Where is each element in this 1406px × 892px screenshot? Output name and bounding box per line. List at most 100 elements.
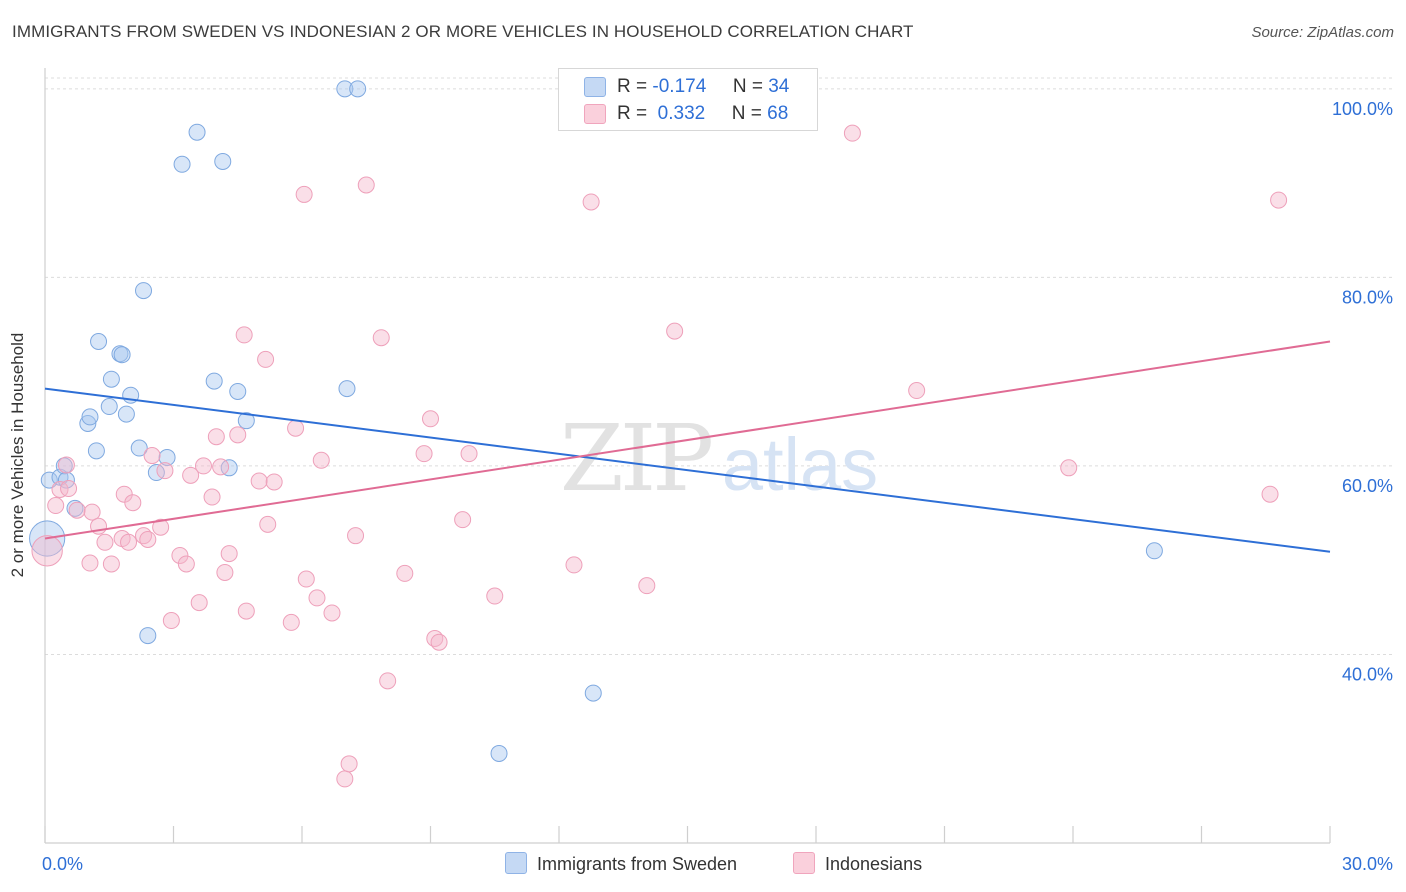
indonesian-point (162, 612, 180, 630)
indonesian-point (372, 329, 390, 347)
indonesian-point (287, 419, 305, 437)
sweden-point (117, 405, 135, 423)
indonesian-point (347, 527, 365, 545)
sweden-point (188, 123, 206, 141)
sweden-point (220, 459, 238, 477)
indonesian-point (250, 472, 268, 490)
indonesian-point (297, 570, 315, 588)
indonesian-point (396, 564, 414, 582)
indonesian-point (666, 322, 684, 340)
indonesian-point (336, 770, 354, 788)
sweden-point (102, 370, 120, 388)
indonesian-point (156, 462, 174, 480)
sweden-point (87, 442, 105, 460)
indonesian-point (83, 503, 101, 521)
grid-lines (45, 77, 1392, 655)
indonesian-point (60, 480, 78, 498)
indonesian-point (124, 494, 142, 512)
sweden-point (349, 80, 367, 98)
indonesian-point (190, 594, 208, 612)
bottom-legend-indonesians: Indonesians (793, 852, 922, 876)
indonesian-point (357, 176, 375, 194)
sweden-point (40, 471, 58, 489)
indonesian-point (638, 577, 656, 595)
indonesian-point (220, 545, 238, 563)
indonesian-point (96, 533, 114, 551)
indonesian-point (454, 511, 472, 529)
bottom-legend-label-sweden: Immigrants from Sweden (537, 854, 738, 874)
legend-n-label: N = (731, 103, 762, 124)
sweden-point (336, 80, 354, 98)
bottom-legend-swatch-indonesians (793, 852, 815, 874)
indonesian-point (203, 488, 221, 506)
indonesian-point (57, 456, 75, 474)
indonesian-point (460, 445, 478, 463)
legend-r-value: 0.332 (652, 103, 706, 124)
watermark: ZIP atlas (560, 405, 878, 512)
indonesian-point (177, 555, 195, 573)
indonesian-point (265, 473, 283, 491)
x-tick-label: 30.0% (1342, 854, 1393, 874)
trend-lines (44, 340, 1331, 553)
x-tick-label: 0.0% (42, 854, 83, 874)
axes (44, 68, 1331, 844)
sweden-point (1145, 542, 1163, 560)
indonesian-point (312, 451, 330, 469)
indonesian-point (422, 410, 439, 428)
sweden-point (237, 412, 255, 430)
indonesian-point (31, 535, 63, 567)
bottom-legend-sweden: Immigrants from Sweden (505, 852, 737, 876)
sweden-trend-line (44, 387, 1331, 553)
legend-n-value: 34 (768, 76, 790, 97)
legend-swatch-sweden (584, 77, 606, 97)
legend-r-label: R = (617, 76, 648, 97)
sweden-point (100, 398, 118, 416)
indonesian-point (171, 546, 189, 564)
sweden-point (130, 439, 148, 457)
indonesian-point (379, 672, 397, 690)
y-tick-label: 80.0% (1342, 287, 1393, 307)
sweden-point (205, 372, 223, 390)
indonesian-point (308, 589, 326, 607)
legend-swatch-indonesians (584, 104, 606, 124)
source-credit: Source: ZipAtlas.com (1251, 24, 1394, 41)
watermark-zip: ZIP (560, 405, 711, 512)
correlation-legend: R = -0.174 N = 34 R = 0.332 N = 68 (558, 68, 818, 131)
sweden-point (229, 382, 247, 400)
sweden-point (158, 448, 176, 466)
sweden-point (214, 152, 232, 170)
indonesian-point (194, 457, 212, 475)
indonesian-point (152, 518, 170, 536)
legend-r-value: -0.174 (652, 76, 707, 97)
indonesian-point (415, 445, 433, 463)
bottom-legend-label-indonesians: Indonesians (825, 854, 923, 874)
sweden-point (113, 346, 131, 364)
indonesian-point (582, 193, 600, 211)
legend-r-label: R = (617, 103, 648, 124)
indonesian-point (139, 530, 157, 548)
sweden-point (135, 282, 153, 300)
sweden-point (338, 380, 356, 398)
indonesian-point (1060, 459, 1078, 477)
y-axis-label: 2 or more Vehicles in Household (8, 332, 27, 578)
sweden-point (81, 408, 99, 426)
y-axis-label-wrap: 2 or more Vehicles in Household (8, 333, 28, 578)
indonesian-point (237, 602, 255, 620)
sweden-point (147, 464, 165, 482)
indonesian-point (259, 515, 277, 533)
sweden-point (79, 415, 97, 433)
indonesian-point (68, 501, 86, 519)
indonesian-point (1261, 485, 1279, 503)
sweden-point (584, 684, 602, 702)
indonesian-point (47, 497, 65, 515)
indonesian-point (115, 485, 133, 503)
chart-title: IMMIGRANTS FROM SWEDEN VS INDONESIAN 2 O… (12, 22, 914, 41)
indonesian-point (843, 124, 861, 142)
indonesian-point (51, 480, 69, 498)
indonesian-point (216, 563, 234, 581)
indonesian-point (430, 633, 448, 651)
indonesian-point (81, 554, 99, 572)
indonesian-point (229, 426, 247, 444)
sweden-point (173, 155, 191, 173)
